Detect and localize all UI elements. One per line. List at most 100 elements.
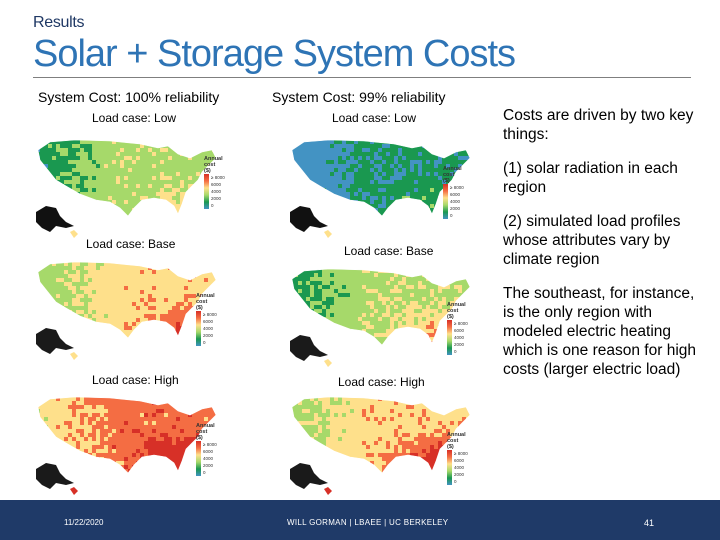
note-intro: Costs are driven by two key things:	[503, 107, 694, 143]
legend-swatch	[204, 181, 209, 188]
legend-swatch	[447, 334, 452, 341]
legend-title-line: Annual	[447, 302, 466, 308]
legend-tick-label: ≥ 8000	[454, 451, 468, 456]
note-load-profiles: (2) simulated load profiles whose attrib…	[503, 213, 681, 268]
legend-row: 0	[447, 478, 483, 485]
legend-title-line: ($)	[204, 168, 211, 174]
column-heading-99: System Cost: 99% reliability	[272, 89, 446, 105]
map-100-high-us-outline	[37, 396, 217, 474]
map-99-low-us-outline	[291, 139, 471, 217]
map-99-low-alaska	[290, 206, 328, 232]
legend-row: 6000	[443, 191, 479, 198]
map-100-low	[30, 128, 230, 246]
legend-row: ≥ 8000	[447, 320, 483, 327]
legend-tick-label: 0	[450, 213, 453, 218]
map-99-high-alaska	[290, 463, 328, 489]
map-100-low-cells	[38, 140, 216, 216]
legend-row: 0	[204, 202, 240, 209]
footer-bar: 11/22/2020 WILL GORMAN | LBAEE | UC BERK…	[0, 500, 720, 540]
legend-row: 0	[443, 212, 479, 219]
label-low-100: Load case: Low	[92, 111, 177, 125]
map-99-base-us-outline	[291, 268, 471, 346]
legend-title-line: ($)	[196, 305, 203, 311]
map-100-base	[30, 250, 230, 368]
legend-row: ≥ 8000	[196, 441, 232, 448]
legend-tick-label: 6000	[450, 192, 461, 197]
legend-swatch	[447, 327, 452, 334]
legend-row: 6000	[447, 327, 483, 334]
legend-row: 6000	[196, 318, 232, 325]
legend-row: 4000	[196, 325, 232, 332]
map-99-high-hawaii	[324, 487, 332, 495]
legend-tick-label: 4000	[454, 335, 465, 340]
legend-tick-label: 0	[454, 479, 457, 484]
section-label: Results	[33, 14, 85, 31]
legend-row: ≥ 8000	[204, 174, 240, 181]
legend-title-line: ($)	[447, 444, 454, 450]
legend-100-high: Annual cost ($) ≥ 8000 6000 4000 2000 0	[196, 423, 232, 493]
label-high-100: Load case: High	[92, 373, 179, 387]
map-100-high-cells	[38, 397, 216, 473]
legend-swatch	[443, 205, 448, 212]
map-99-low-hawaii	[324, 230, 332, 238]
map-99-base-alaska	[290, 335, 328, 361]
legend-title: Annual cost ($)	[447, 432, 483, 450]
legend-swatch	[447, 341, 452, 348]
legend-swatch	[196, 332, 201, 339]
legend-title-line: Annual	[196, 293, 215, 299]
legend-tick-label: 2000	[203, 333, 214, 338]
legend-swatch	[196, 455, 201, 462]
legend-swatch	[196, 318, 201, 325]
legend-title-line: ($)	[443, 178, 450, 184]
legend-row: 6000	[204, 181, 240, 188]
legend-100-low: Annual cost ($) ≥ 8000 6000 4000 2000 0	[204, 156, 240, 226]
legend-100-base: Annual cost ($) ≥ 8000 6000 4000 2000 0	[196, 293, 232, 363]
legend-swatch	[204, 195, 209, 202]
legend-title: Annual cost ($)	[196, 423, 232, 441]
legend-row: ≥ 8000	[447, 450, 483, 457]
legend-title-line: Annual	[443, 166, 462, 172]
legend-swatch	[447, 471, 452, 478]
legend-swatch	[447, 450, 452, 457]
legend-tick-label: 0	[203, 340, 206, 345]
map-100-base-cells	[38, 262, 216, 338]
legend-tick-label: ≥ 8000	[211, 175, 225, 180]
label-base-99: Load case: Base	[344, 244, 434, 258]
legend-tick-label: ≥ 8000	[454, 321, 468, 326]
map-100-high-hawaii	[70, 487, 78, 495]
legend-tick-label: 2000	[450, 206, 461, 211]
legend-swatch	[196, 469, 201, 476]
map-100-low-hawaii	[70, 230, 78, 238]
legend-tick-label: ≥ 8000	[203, 312, 217, 317]
legend-title-line: Annual	[447, 432, 466, 438]
map-100-high-svg	[36, 396, 217, 495]
map-100-base-us-outline	[37, 261, 217, 339]
legend-title-line: Annual	[204, 156, 223, 162]
legend-tick-label: 6000	[454, 328, 465, 333]
legend-tick-label: 4000	[211, 189, 222, 194]
legend-title-line: Annual	[196, 423, 215, 429]
legend-row: 4000	[196, 455, 232, 462]
map-99-base	[284, 257, 484, 375]
legend-row: 2000	[196, 332, 232, 339]
legend-title-line: cost	[204, 162, 216, 168]
legend-swatch	[196, 311, 201, 318]
legend-row: 0	[447, 348, 483, 355]
legend-swatch	[447, 348, 452, 355]
legend-title-line: cost	[443, 172, 455, 178]
legend-tick-label: 4000	[203, 326, 214, 331]
legend-tick-label: 0	[203, 470, 206, 475]
map-99-base-hawaii	[324, 359, 332, 367]
legend-tick-label: 6000	[211, 182, 222, 187]
legend-title: Annual cost ($)	[204, 156, 240, 174]
legend-swatch	[204, 202, 209, 209]
legend-tick-label: ≥ 8000	[203, 442, 217, 447]
legend-tick-label: 6000	[203, 449, 214, 454]
legend-row: 4000	[443, 198, 479, 205]
legend-swatch	[443, 191, 448, 198]
legend-title-line: cost	[196, 429, 208, 435]
legend-tick-label: 4000	[454, 465, 465, 470]
legend-swatch	[447, 320, 452, 327]
map-99-low	[284, 128, 484, 246]
column-heading-100: System Cost: 100% reliability	[38, 89, 220, 105]
